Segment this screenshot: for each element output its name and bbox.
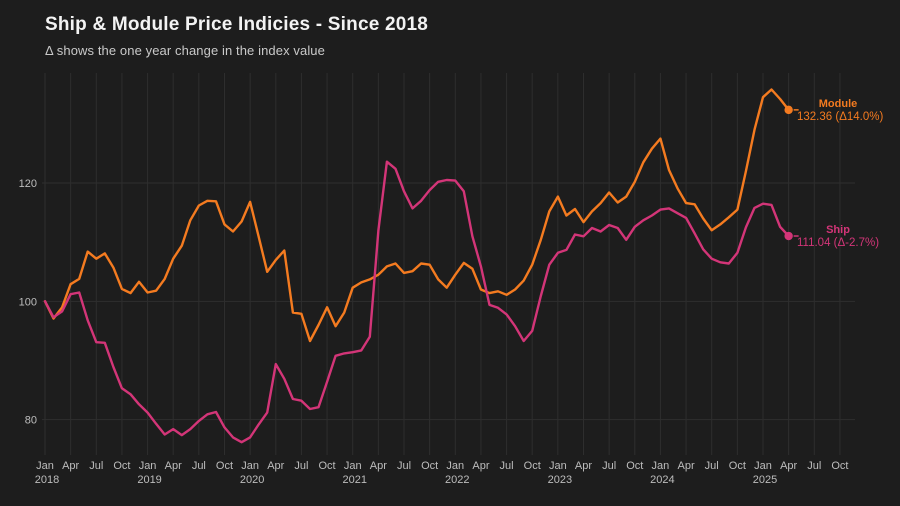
x-tick-month: Oct xyxy=(524,460,541,472)
x-tick-month: Jul xyxy=(705,460,719,472)
page-title: Ship & Module Price Indicies - Since 201… xyxy=(45,14,429,35)
y-tick-label: 100 xyxy=(19,296,37,308)
x-tick-year: 2023 xyxy=(548,474,572,486)
module-end-dot xyxy=(784,105,793,115)
x-tick-month: Jan xyxy=(549,460,567,472)
x-tick-month: Apr xyxy=(575,460,592,472)
x-tick-year: 2018 xyxy=(35,474,59,486)
module-line xyxy=(43,88,790,343)
x-tick-month: Apr xyxy=(370,460,387,472)
module-end-label-name: Module xyxy=(819,98,858,110)
ship-end-label-name: Ship xyxy=(826,224,850,236)
x-tick-month: Jul xyxy=(89,460,103,472)
x-tick-year: 2024 xyxy=(650,474,674,486)
x-tick-month: Jan xyxy=(139,460,157,472)
x-tick-month: Jul xyxy=(807,460,821,472)
y-tick-label: 80 xyxy=(25,415,37,427)
x-tick-month: Apr xyxy=(472,460,489,472)
x-tick-year: 2022 xyxy=(445,474,469,486)
x-tick-month: Jan xyxy=(344,460,362,472)
x-tick-month: Jul xyxy=(397,460,411,472)
x-tick-month: Jul xyxy=(602,460,616,472)
x-tick-year: 2021 xyxy=(342,474,366,486)
x-tick-month: Oct xyxy=(216,460,233,472)
grid-lines xyxy=(42,73,855,455)
x-tick-month: Apr xyxy=(165,460,182,472)
x-tick-month: Oct xyxy=(421,460,438,472)
x-tick-year: 2025 xyxy=(753,474,777,486)
x-tick-month: Apr xyxy=(780,460,797,472)
x-tick-month: Oct xyxy=(729,460,746,472)
x-tick-month: Jan xyxy=(36,460,54,472)
x-tick-month: Jan xyxy=(754,460,772,472)
x-tick-month: Apr xyxy=(62,460,79,472)
ship-end-dot xyxy=(784,231,793,241)
x-tick-year: 2019 xyxy=(137,474,161,486)
module-end-label-value: 132.36 (Δ14.0%) xyxy=(797,111,883,123)
x-tick-month: Jul xyxy=(500,460,514,472)
ship-end-label-value: 111.04 (Δ-2.7%) xyxy=(797,237,879,249)
x-tick-year: 2020 xyxy=(240,474,264,486)
x-tick-month: Jan xyxy=(446,460,464,472)
x-tick-month: Jul xyxy=(294,460,308,472)
y-axis-labels: 80 100 120 xyxy=(19,178,37,427)
x-tick-month: Oct xyxy=(831,460,848,472)
ship-line xyxy=(43,160,790,444)
x-tick-month: Jul xyxy=(192,460,206,472)
x-tick-month: Oct xyxy=(319,460,336,472)
x-tick-month: Jan xyxy=(652,460,670,472)
y-tick-label: 120 xyxy=(19,178,37,190)
x-tick-month: Jan xyxy=(241,460,259,472)
x-tick-month: Oct xyxy=(113,460,130,472)
x-tick-month: Oct xyxy=(626,460,643,472)
x-tick-month: Apr xyxy=(678,460,695,472)
x-tick-month: Apr xyxy=(267,460,284,472)
page-subtitle: Δ shows the one year change in the index… xyxy=(45,43,325,58)
